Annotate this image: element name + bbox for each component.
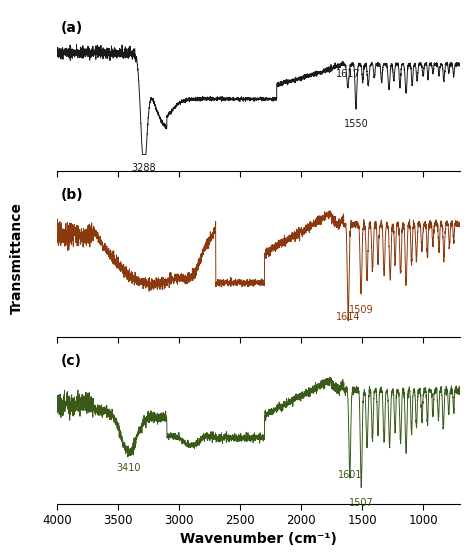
Text: Transmittance: Transmittance [9, 202, 24, 314]
Text: 1509: 1509 [349, 305, 374, 315]
Text: (b): (b) [61, 188, 83, 202]
Text: 3410: 3410 [117, 463, 141, 473]
Text: 1614: 1614 [336, 312, 360, 323]
Text: 1550: 1550 [344, 119, 368, 129]
Text: 1507: 1507 [349, 498, 374, 508]
Text: (a): (a) [61, 21, 83, 35]
X-axis label: Wavenumber (cm⁻¹): Wavenumber (cm⁻¹) [180, 531, 337, 545]
Text: 1601: 1601 [337, 470, 362, 480]
Text: (c): (c) [61, 354, 82, 368]
Text: 3288: 3288 [131, 164, 156, 173]
Text: 1617: 1617 [336, 69, 360, 80]
